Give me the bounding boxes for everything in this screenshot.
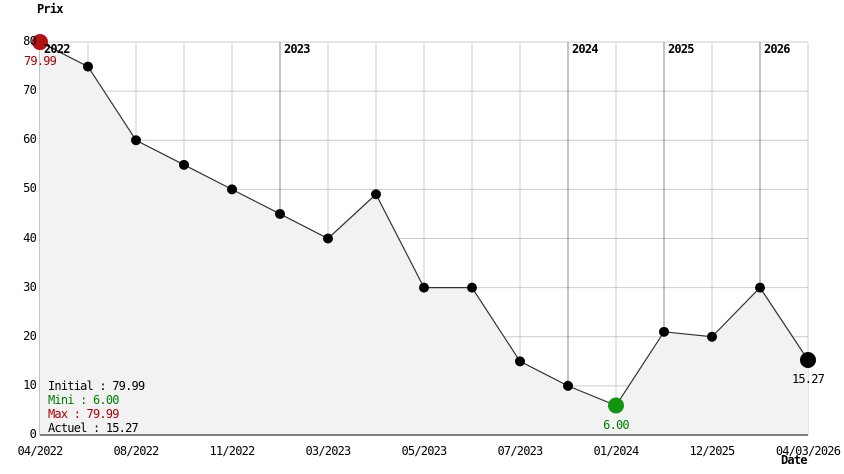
x-tick-label: 07/2023 (497, 444, 544, 458)
legend-actuel: Actuel : 15.27 (48, 421, 139, 435)
y-tick-label: 80 (23, 34, 37, 48)
y-tick-label: 0 (29, 427, 37, 441)
year-label: 2022 (44, 42, 70, 56)
year-label: 2025 (668, 42, 694, 56)
area-fill (40, 42, 808, 435)
data-point (227, 184, 237, 195)
data-point (707, 331, 717, 342)
data-point (467, 282, 477, 293)
data-point (419, 282, 429, 293)
x-axis-title: Date (781, 453, 807, 467)
y-axis-title: Prix (37, 2, 63, 16)
x-tick-label: 05/2023 (401, 444, 448, 458)
legend-initial: Initial : 79.99 (48, 379, 145, 393)
y-tick-label: 20 (23, 328, 37, 343)
data-point (659, 326, 669, 337)
data-point (83, 61, 93, 72)
x-tick-label: 04/03/2026 (775, 444, 841, 458)
year-label: 2026 (764, 42, 790, 56)
start-price-label: 79.99 (23, 54, 57, 69)
x-tick-label: 04/2022 (17, 444, 64, 458)
data-point (515, 356, 525, 367)
legend-mini: Mini : 6.00 (48, 393, 119, 407)
legend-max: Max : 79.99 (48, 407, 119, 421)
x-tick-label: 03/2023 (305, 444, 352, 458)
start-marker (32, 34, 48, 51)
x-tick-label: 01/2024 (593, 444, 640, 458)
year-label: 2024 (572, 42, 598, 56)
x-tick-label: 08/2022 (113, 444, 160, 458)
data-point (563, 380, 573, 391)
x-tick-label: 12/2025 (689, 444, 736, 458)
data-point (131, 135, 141, 146)
y-tick-label: 30 (23, 279, 37, 294)
legend: Initial : 79.99 Mini : 6.00 Max : 79.99 … (48, 379, 145, 435)
data-point (179, 159, 189, 170)
year-label: 2023 (284, 42, 310, 56)
data-point (275, 208, 285, 219)
data-point (755, 282, 765, 293)
y-tick-label: 50 (23, 181, 37, 196)
x-tick-label: 11/2022 (209, 444, 256, 458)
min-marker (608, 397, 624, 414)
data-point (323, 233, 333, 244)
min-price-label: 6.00 (603, 417, 629, 432)
y-tick-label: 60 (23, 132, 37, 147)
data-point (371, 189, 381, 200)
y-tick-label: 10 (23, 377, 37, 392)
current-marker (800, 351, 816, 368)
y-tick-label: 70 (23, 83, 37, 98)
current-price-label: 15.27 (791, 371, 825, 386)
y-tick-label: 40 (23, 230, 37, 245)
